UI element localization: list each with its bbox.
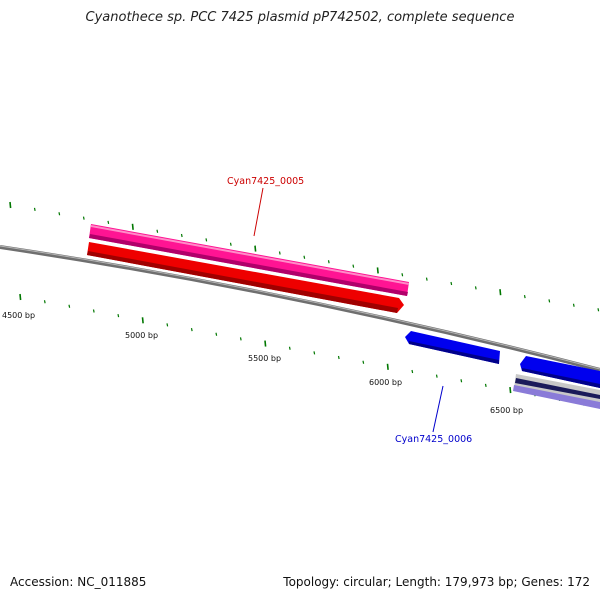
ruler-tick-minor	[166, 323, 169, 327]
ruler-tick-minor	[117, 313, 120, 318]
ruler-tick-minor	[215, 332, 218, 336]
gene-bar-reverse-next-lower[interactable]	[513, 385, 600, 409]
ruler-tick-minor	[411, 369, 414, 374]
ruler-tick-minor	[92, 309, 95, 313]
ruler-tick-minor	[278, 251, 281, 255]
ruler-tick-minor	[337, 355, 340, 360]
ruler-label: 5500 bp	[248, 354, 281, 363]
ruler-tick-major	[131, 223, 134, 230]
ruler-tick-minor	[180, 233, 183, 238]
ruler-tick-minor	[352, 264, 355, 268]
ruler-tick-minor	[58, 212, 61, 216]
cds-arrow-reverse-next-shade	[522, 368, 600, 388]
ruler-tick-minor	[460, 379, 463, 383]
ruler-label: 5000 bp	[125, 331, 158, 340]
ruler-tick-minor	[303, 255, 306, 259]
ruler-tick-minor	[425, 277, 428, 281]
ruler-tick-minor	[229, 242, 232, 246]
ruler-tick-minor	[572, 303, 575, 307]
ruler-tick-minor	[484, 383, 487, 388]
cds-arrow-reverse-shade	[409, 341, 499, 364]
gene-bar-forward-shade	[89, 234, 408, 296]
ruler-tick-minor	[435, 374, 438, 378]
ruler-label: 6000 bp	[369, 378, 402, 387]
ruler-tick-major	[499, 289, 502, 296]
ruler-tick-major	[264, 340, 267, 347]
ruler-tick-minor	[597, 308, 600, 312]
ruler-label: 6500 bp	[490, 406, 523, 415]
plasmid-backbone	[0, 245, 600, 372]
ruler-tick-minor	[313, 351, 316, 355]
ruler-tick-minor	[68, 304, 71, 308]
cds-arrow-forward-shade	[87, 251, 398, 313]
ruler-tick-minor	[362, 360, 365, 364]
ruler-tick-minor	[450, 281, 453, 286]
ruler-tick-minor	[33, 207, 36, 212]
ruler-tick-minor	[288, 346, 291, 350]
ruler-tick-major	[376, 267, 379, 274]
ruler-ticks	[9, 201, 600, 406]
ruler-tick-minor	[82, 216, 85, 220]
accession-text: Accession: NC_011885	[10, 575, 147, 589]
ruler-tick-major	[509, 387, 512, 394]
plasmid-backbone-highlight	[0, 245, 600, 370]
gene-label-leader-forward	[253, 187, 264, 237]
gene-label-reverse[interactable]: Cyan7425_0006	[395, 434, 472, 445]
ruler-tick-major	[9, 201, 12, 209]
ruler-tick-minor	[523, 294, 526, 299]
ruler-tick-minor	[239, 337, 242, 341]
ruler-tick-minor	[401, 273, 404, 277]
ruler-tick-minor	[205, 238, 208, 242]
ruler-tick-minor	[327, 260, 330, 264]
ruler-tick-major	[141, 317, 144, 324]
gene-bar-reverse-next-core	[515, 378, 600, 399]
ruler-tick-minor	[548, 299, 551, 303]
gene-bar-forward-highlight	[91, 225, 409, 285]
gene-label-forward[interactable]: Cyan7425_0005	[227, 176, 304, 187]
gene-label-leader-reverse	[432, 385, 444, 433]
ruler-tick-major	[254, 245, 257, 252]
sequence-summary: Topology: circular; Length: 179,973 bp; …	[283, 575, 590, 589]
ruler-tick-major	[386, 363, 389, 370]
map-title: Cyanothece sp. PCC 7425 plasmid pP742502…	[85, 10, 515, 25]
ruler-tick-minor	[474, 286, 477, 290]
ruler-tick-minor	[190, 327, 193, 332]
ruler-label: 4500 bp	[2, 311, 35, 320]
ruler-tick-minor	[107, 220, 110, 225]
ruler-tick-major	[19, 293, 22, 301]
ruler-tick-minor	[43, 300, 46, 304]
ruler-tick-minor	[156, 229, 159, 233]
